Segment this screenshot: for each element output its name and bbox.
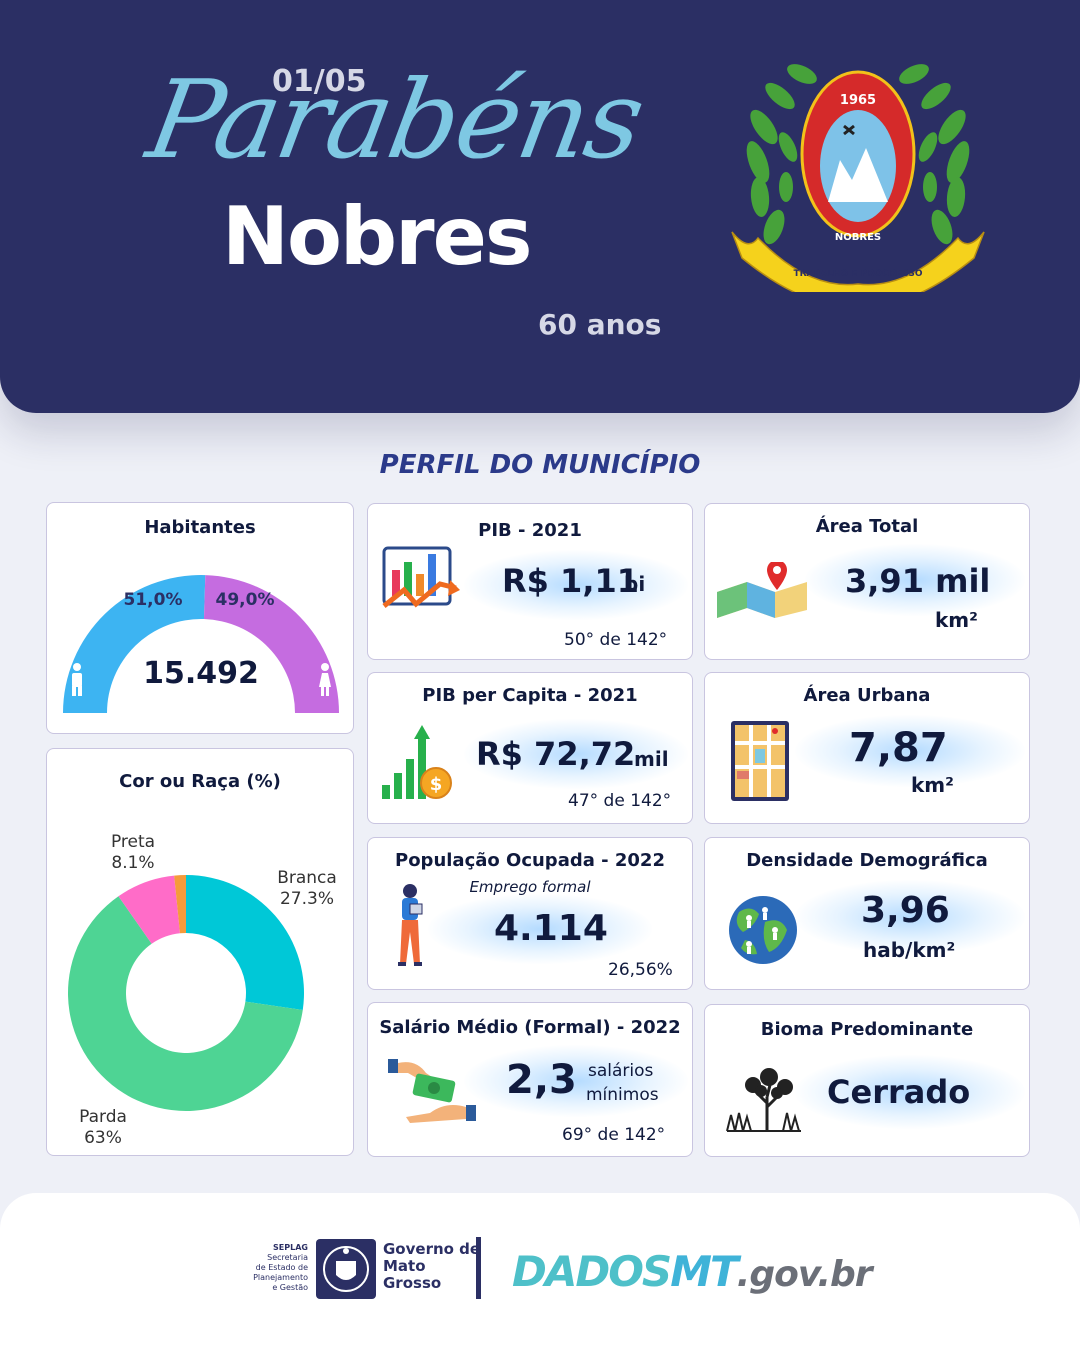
female-percent-label: 49,0% [216, 590, 275, 610]
money-hands-icon [388, 1059, 476, 1123]
donut-slice-branca [186, 875, 304, 1010]
svg-text:NOBRES: NOBRES [835, 232, 881, 243]
dadosmt-logo[interactable]: DADOSMT.gov.br [512, 1247, 873, 1296]
salario-medio-rank: 69° de 142° [562, 1125, 666, 1145]
seplag-line-1: Secretaria [267, 1253, 308, 1262]
label-parda-name: Parda [79, 1107, 127, 1127]
anniversary-years: 60 anos [538, 308, 662, 341]
seplag-sigla: SEPLAG [273, 1243, 308, 1252]
donut-slice-preta [118, 875, 180, 944]
city-emblem-icon: 1965 NOBRES TRABALHO E PROGRESSO [731, 64, 985, 292]
map-pin-icon [717, 562, 807, 618]
densidade-unit: hab/km² [863, 938, 956, 962]
svg-text:TRABALHO E PROGRESSO: TRABALHO E PROGRESSO [793, 269, 922, 279]
brand-part-2: MT [670, 1247, 738, 1296]
pib-per-capita-unit: mil [634, 747, 669, 771]
seplag-line-3: Planejamento [253, 1273, 308, 1282]
man-icon [72, 663, 82, 696]
pib-card: PIB - 2021 R$ 1,11 bi 50° de 142° [367, 503, 693, 660]
footer-divider [476, 1237, 481, 1299]
populacao-ocupada-value: 4.114 [494, 908, 608, 949]
area-urbana-value: 7,87 [849, 725, 948, 771]
gov-line-1: Governo de [383, 1240, 481, 1258]
cor-raca-donut: Preta 8.1% Branca 27.3% Parda 63% [68, 832, 337, 1148]
area-total-value: 3,91 mil [845, 562, 991, 600]
cerrado-tree-icon [726, 1068, 801, 1132]
pib-value: R$ 1,11 [502, 562, 639, 600]
densidade-title: Densidade Demográfica [746, 850, 988, 871]
salario-medio-unit-line2: mínimos [586, 1085, 659, 1105]
worker-tablet-icon [398, 884, 423, 966]
brand-part-1: DADOS [512, 1247, 672, 1296]
habitantes-card: Habitantes 51,0% 49,0% 15.492 [46, 502, 354, 734]
habitantes-title: Habitantes [144, 517, 256, 538]
label-branca-value: 27.3% [280, 889, 334, 909]
section-title: PERFIL DO MUNICÍPIO [379, 450, 701, 480]
pib-unit: bi [624, 572, 646, 596]
label-preta-value: 8.1% [111, 853, 154, 873]
pib-per-capita-value: R$ 72,72 [476, 735, 636, 773]
salario-medio-unit-line1: salários [588, 1061, 654, 1081]
globe-people-icon [729, 896, 797, 964]
cor-raca-card: Cor ou Raça (%) Preta 8.1% Branca 27.3% … [46, 748, 354, 1156]
donut-slice-parda [68, 896, 303, 1111]
male-percent-label: 51,0% [124, 590, 183, 610]
seplag-logo: SEPLAG Secretaria de Estado de Planejame… [240, 1243, 308, 1293]
area-total-card: Área Total 3,91 mil km² [704, 503, 1030, 660]
woman-icon [319, 663, 331, 696]
pib-per-capita-title: PIB per Capita - 2021 [422, 685, 638, 706]
city-name: Nobres [222, 190, 533, 283]
populacao-ocupada-card: População Ocupada - 2022 Emprego formal … [367, 837, 693, 990]
header-banner: Parabéns 01/05 Nobres 60 anos 1965 [0, 0, 1080, 413]
label-parda-value: 63% [84, 1128, 122, 1148]
city-map-icon [731, 721, 789, 801]
salario-medio-card: Salário Médio (Formal) - 2022 2,3 salári… [367, 1002, 693, 1157]
area-urbana-card: Área Urbana 7,87 km² [704, 672, 1030, 824]
brand-part-3: .gov.br [736, 1254, 873, 1295]
bioma-value: Cerrado [827, 1073, 971, 1111]
bar-chart-arrow-icon [382, 546, 460, 608]
gauge-female-arc [203, 575, 339, 713]
gov-line-3: Grosso [383, 1274, 442, 1292]
gov-line-2: Mato [383, 1257, 426, 1275]
area-urbana-unit: km² [911, 773, 954, 797]
cor-raca-title: Cor ou Raça (%) [119, 771, 281, 792]
gender-gauge: 51,0% 49,0% 15.492 [63, 575, 339, 713]
svg-text:1965: 1965 [840, 93, 876, 108]
populacao-ocupada-title: População Ocupada - 2022 [395, 850, 665, 871]
footer: SEPLAG Secretaria de Estado de Planejame… [0, 1193, 1080, 1350]
pib-title: PIB - 2021 [478, 520, 582, 541]
pib-rank: 50° de 142° [564, 630, 668, 650]
gauge-male-arc [63, 575, 206, 713]
governo-mt-logo: Governo de Mato Grosso [383, 1241, 480, 1292]
area-urbana-title: Área Urbana [803, 685, 931, 706]
growth-coin-icon: $ [382, 725, 452, 799]
label-branca-name: Branca [277, 868, 337, 888]
densidade-value: 3,96 [861, 890, 950, 931]
pib-per-capita-card: PIB per Capita - 2021 $ R$ 72,72 mil 47°… [367, 672, 693, 824]
seplag-line-4: e Gestão [272, 1283, 308, 1292]
pib-per-capita-rank: 47° de 142° [568, 791, 672, 811]
label-preta-name: Preta [111, 832, 155, 852]
mato-grosso-seal-icon [316, 1239, 376, 1299]
populacao-ocupada-subtitle: Emprego formal [469, 878, 591, 896]
habitantes-total: 15.492 [143, 656, 259, 691]
donut-slice-outros [174, 875, 186, 934]
greeting-script: Parabéns [138, 58, 652, 183]
densidade-card: Densidade Demográfica 3,96 hab/km² [704, 837, 1030, 990]
bioma-title: Bioma Predominante [760, 1019, 974, 1040]
svg-text:$: $ [430, 774, 443, 795]
seplag-line-2: de Estado de [255, 1263, 308, 1272]
populacao-ocupada-percent: 26,56% [608, 960, 673, 980]
anniversary-date: 01/05 [272, 64, 367, 99]
salario-medio-value: 2,3 [506, 1057, 577, 1103]
area-total-title: Área Total [815, 516, 919, 537]
salario-medio-title: Salário Médio (Formal) - 2022 [379, 1017, 681, 1038]
bioma-card: Bioma Predominante Cerrado [704, 1004, 1030, 1157]
area-total-unit: km² [935, 608, 978, 632]
